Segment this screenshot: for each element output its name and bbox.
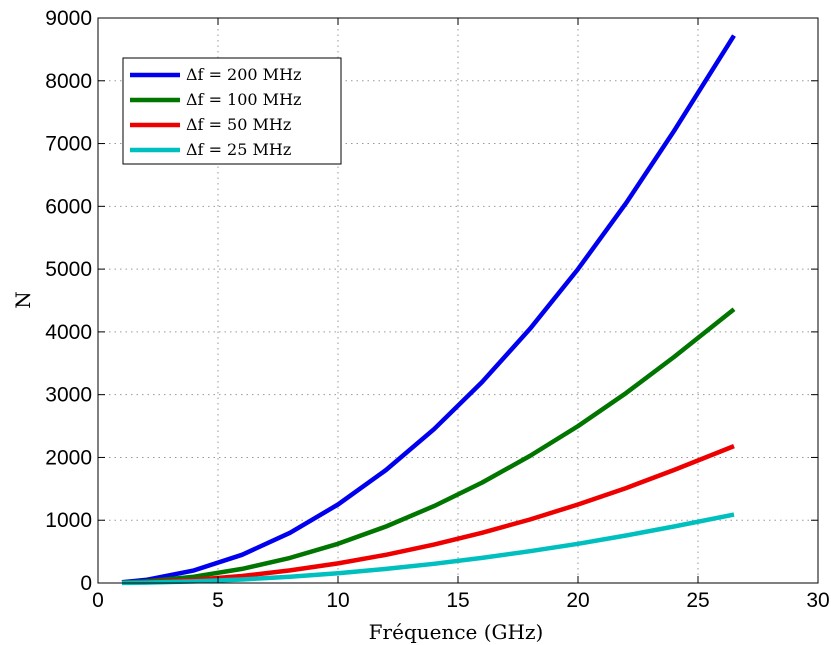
y-tick-label: 1000 [45, 509, 92, 532]
x-tick-label: 0 [92, 589, 104, 612]
y-tick-label: 5000 [45, 258, 92, 281]
legend-label-0: Δf = 200 MHz [186, 65, 301, 84]
x-tick-label: 5 [212, 589, 224, 612]
ticks [97, 17, 819, 584]
tick-labels: 0 5 10 15 20 25 30 0 1000 2000 3000 4000 5000 6000 700… [45, 7, 829, 612]
series-line-3 [121, 512, 735, 586]
legend-label-2: Δf = 50 MHz [186, 115, 291, 134]
series-group [121, 34, 736, 586]
x-tick-label: 20 [566, 589, 589, 612]
x-tick-label: 25 [686, 589, 709, 612]
x-axis-title: Fréquence (GHz) [369, 620, 544, 644]
x-tick-label: 10 [326, 589, 349, 612]
y-axis-title: N [11, 291, 35, 309]
series-line-1 [121, 307, 736, 585]
legend-label-3: Δf = 25 MHz [186, 140, 291, 159]
y-tick-label: 0 [80, 572, 92, 595]
y-tick-label: 3000 [45, 384, 92, 407]
series-line-0 [121, 34, 736, 585]
legend: Δf = 200 MHz Δf = 100 MHz Δf = 50 MHz Δf = … [122, 57, 342, 165]
legend-label-1: Δf = 100 MHz [186, 90, 301, 109]
y-tick-label: 7000 [45, 133, 92, 156]
y-tick-label: 2000 [45, 446, 92, 469]
y-tick-label: 6000 [45, 195, 92, 218]
x-tick-label: 15 [446, 589, 469, 612]
y-tick-label: 8000 [45, 70, 92, 93]
y-tick-label: 4000 [45, 321, 92, 344]
x-tick-label: 30 [806, 589, 829, 612]
y-tick-label: 9000 [45, 7, 92, 30]
